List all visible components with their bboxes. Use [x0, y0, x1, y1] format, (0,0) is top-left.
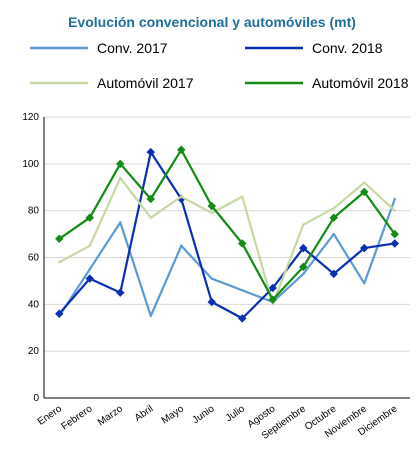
series-2	[55, 147, 399, 323]
y-tick-label-0: 0	[33, 393, 39, 404]
data-point	[241, 289, 244, 292]
data-point	[363, 282, 366, 285]
chart-grid	[44, 116, 410, 352]
data-point	[268, 295, 277, 304]
data-point	[177, 145, 186, 155]
data-point	[302, 223, 305, 226]
data-point	[329, 269, 338, 279]
data-point	[55, 309, 64, 318]
y-tick-label-40: 40	[28, 299, 40, 310]
data-point	[271, 303, 274, 306]
chart-legend: Conv. 2017 Conv. 2018 Automóvil 2017 Automó…	[30, 40, 409, 91]
data-point	[58, 260, 61, 264]
data-point	[332, 207, 335, 210]
series-line-2	[58, 151, 395, 320]
data-point	[393, 209, 396, 212]
data-point	[149, 314, 152, 318]
data-point	[299, 243, 308, 253]
series-3	[58, 176, 396, 306]
x-tick-label-7: Julio	[224, 403, 248, 424]
data-point	[393, 197, 396, 201]
chart-title: Evolución convencional y automóviles (mt…	[68, 14, 356, 30]
data-point	[116, 159, 125, 169]
data-point	[146, 194, 155, 204]
data-point	[85, 213, 94, 222]
series-line-4	[58, 148, 396, 301]
data-point	[55, 234, 64, 244]
series-line-1	[58, 198, 396, 318]
legend-label-3: Automóvil 2017	[97, 75, 194, 91]
y-tick-label-20: 20	[28, 346, 40, 357]
legend-label-2: Conv. 2018	[312, 40, 383, 56]
data-point	[299, 262, 308, 272]
x-tick-label-6: Junio	[191, 403, 217, 426]
data-point	[360, 243, 369, 253]
legend-label-1: Conv. 2017	[97, 40, 168, 56]
series-line-3	[58, 176, 396, 306]
data-point	[241, 195, 244, 198]
legend-label-4: Automóvil 2018	[312, 75, 409, 91]
y-tick-label-60: 60	[28, 253, 40, 264]
data-point	[329, 213, 338, 222]
data-point	[119, 176, 122, 180]
x-tick-label-4: Abril	[133, 403, 156, 423]
data-point	[88, 244, 91, 247]
data-point	[149, 216, 152, 219]
data-point	[268, 283, 277, 293]
series-4	[55, 145, 399, 304]
data-point	[210, 211, 213, 215]
data-point	[390, 229, 399, 239]
data-point	[360, 187, 369, 197]
data-point	[180, 244, 183, 247]
data-point	[302, 272, 305, 276]
x-tick-label-3: Marzo	[96, 403, 125, 428]
data-point	[390, 239, 399, 248]
data-point	[180, 195, 183, 198]
chart-axes	[43, 117, 410, 399]
data-point	[238, 314, 247, 323]
data-point	[332, 232, 335, 236]
data-point	[85, 274, 94, 283]
data-point	[119, 221, 122, 224]
series-layer	[55, 145, 399, 323]
data-point	[116, 288, 125, 297]
data-point	[238, 239, 247, 248]
data-point	[207, 201, 216, 211]
x-tick-label-5: Mayo	[160, 403, 187, 426]
data-point	[146, 147, 155, 157]
data-point	[88, 268, 91, 271]
y-tick-label-120: 120	[22, 112, 39, 123]
y-tick-label-100: 100	[22, 159, 39, 170]
y-tick-label-80: 80	[28, 206, 40, 217]
data-point	[207, 297, 216, 307]
data-point	[210, 277, 213, 280]
x-tick-label-2: Febrero	[59, 403, 94, 432]
data-point	[363, 181, 366, 184]
